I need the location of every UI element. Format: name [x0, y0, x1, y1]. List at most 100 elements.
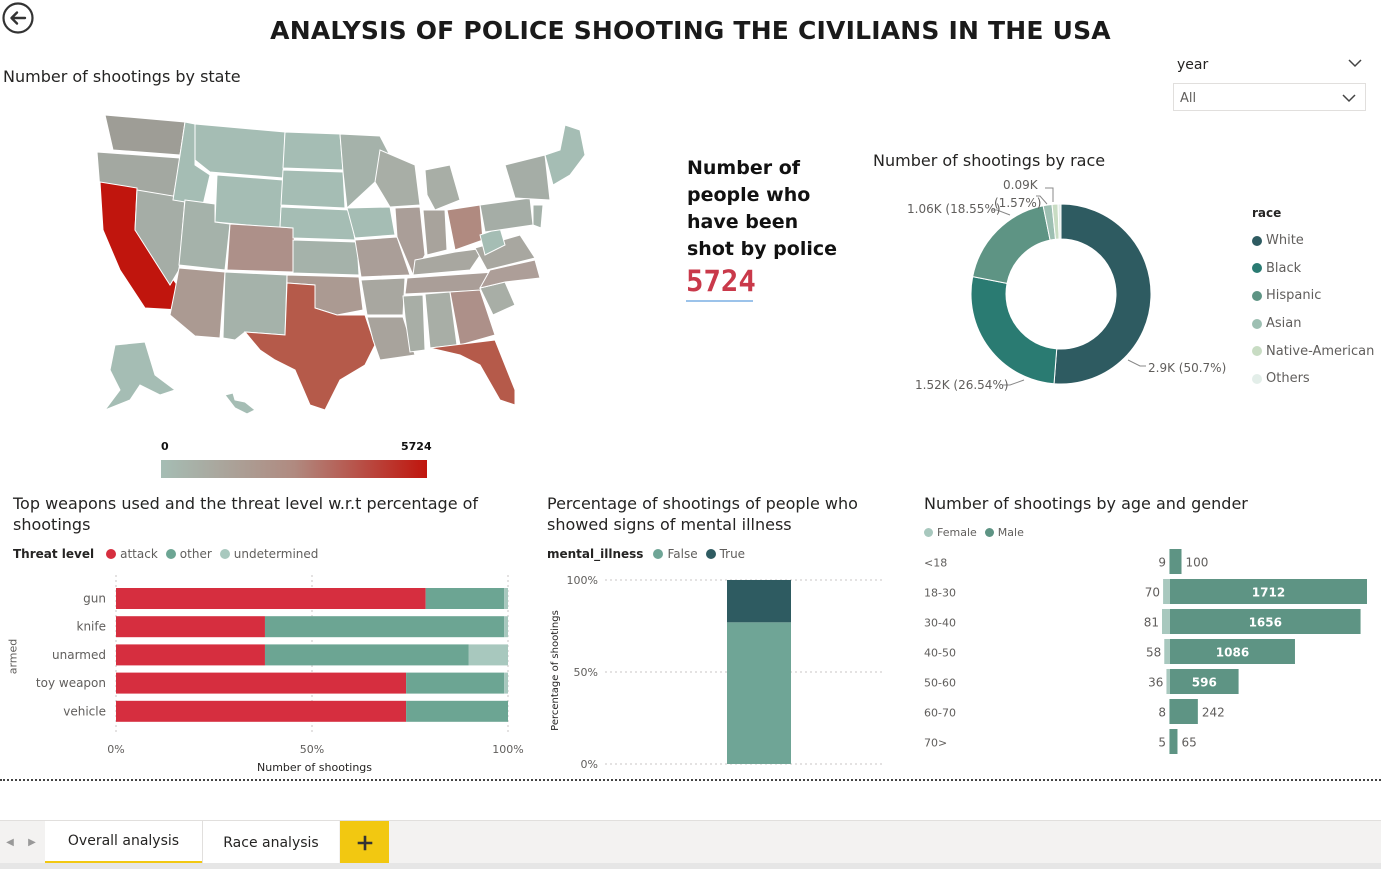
tab-race-analysis[interactable]: Race analysis	[202, 821, 339, 864]
race-legend-item[interactable]: Asian	[1252, 310, 1374, 338]
bar-undetermined-gun	[504, 588, 508, 609]
bar-attack-vehicle	[116, 700, 407, 722]
state-la	[366, 316, 416, 361]
state-nd	[282, 131, 344, 171]
x-tick-label: 0%	[107, 743, 124, 756]
state-mo	[354, 236, 411, 278]
category-label: toy weapon	[36, 676, 106, 690]
tab-scroll-left[interactable]: ◀	[6, 837, 14, 848]
race-donut-chart[interactable]	[900, 170, 1250, 400]
state-nc	[479, 259, 541, 289]
status-strip	[0, 863, 1381, 869]
female-value: 70	[1145, 586, 1160, 600]
race-legend-item[interactable]: Black	[1252, 255, 1374, 283]
bar-female-60-70	[1169, 699, 1170, 724]
state-fl	[429, 339, 516, 406]
kpi-label: Number of people who have been shot by p…	[687, 157, 838, 260]
race-legend-label: Asian	[1266, 316, 1302, 332]
state-ny	[504, 154, 551, 201]
bar-male-50-60	[1170, 669, 1239, 694]
leader-white	[1127, 359, 1146, 367]
legend-dot-true	[705, 549, 716, 559]
bar-female-50-60	[1166, 669, 1170, 694]
age-label: <18	[924, 557, 947, 570]
female-value: 8	[1158, 706, 1166, 720]
race-legend-item[interactable]: Native-American	[1252, 337, 1374, 365]
race-legend-item[interactable]: White	[1252, 227, 1374, 255]
bar-other-unarmed	[264, 644, 469, 666]
bar-attack-knife	[116, 616, 265, 638]
state-ak	[103, 341, 177, 412]
age-label: 40-50	[924, 647, 956, 660]
age-legend: Female Male	[924, 526, 1024, 539]
legend-other: other	[179, 547, 212, 561]
state-wi	[374, 149, 421, 208]
legend-dot-false	[653, 549, 664, 559]
male-value: 1712	[1252, 586, 1285, 600]
map-title: Number of shootings by state	[3, 67, 241, 86]
female-value: 36	[1148, 676, 1163, 690]
legend-dot	[1252, 290, 1262, 301]
tab-race-analysis-label: Race analysis	[223, 834, 319, 851]
weapons-legend: Threat level attack other undetermined	[13, 547, 318, 561]
column-false	[727, 622, 791, 764]
legend-false: False	[667, 547, 698, 561]
race-legend-label: Native-American	[1266, 343, 1375, 359]
weapons-bar-chart[interactable]: gun knife unarmed toy weapon vehicle 0% 50% 100…	[0, 570, 530, 780]
mental-bar-chart[interactable]: 100% 50% 0%	[540, 570, 890, 775]
age-label: 30-40	[924, 617, 956, 630]
race-label-asian-2: (1.57%)	[994, 196, 1042, 210]
tab-overall-analysis[interactable]: Overall analysis	[45, 821, 202, 864]
mental-legend-title: mental_illness	[547, 547, 644, 561]
map-scale-min: 0	[161, 440, 169, 453]
race-legend-item[interactable]: Hispanic	[1252, 282, 1374, 310]
add-page-button[interactable]	[340, 821, 389, 864]
back-button[interactable]	[2, 2, 34, 34]
bar-male-18-30	[1170, 579, 1367, 604]
female-value: 9	[1158, 556, 1166, 570]
back-arrow-icon	[2, 2, 34, 34]
x-tick-label: 50%	[300, 743, 324, 756]
y-tick-label: 100%	[567, 574, 598, 587]
legend-dot	[1252, 346, 1262, 357]
leader-hispanic	[992, 209, 1011, 216]
tab-scroll-right[interactable]: ▶	[28, 837, 36, 848]
bar-male-40-50	[1170, 639, 1295, 664]
donut-slice-hispanic	[972, 205, 1051, 284]
bar-male-30-40	[1170, 609, 1361, 634]
column-true	[727, 580, 791, 623]
race-label-hispanic: 1.06K (18.55%)	[907, 202, 1001, 216]
female-value: 58	[1146, 646, 1161, 660]
bar-undetermined-unarmed	[468, 644, 508, 666]
bar-female-30-40	[1162, 609, 1170, 634]
race-chart-title: Number of shootings by race	[873, 151, 1106, 170]
legend-dot-attack	[106, 549, 117, 559]
state-ms	[402, 294, 426, 353]
state-mi	[424, 164, 461, 211]
race-label-white: 2.9K (50.7%)	[1148, 361, 1227, 375]
race-legend-label: White	[1266, 233, 1304, 249]
donut-slice-white	[1053, 203, 1152, 385]
mental-ylabel: Percentage of shootings	[549, 610, 561, 731]
mental-legend: mental_illness False True	[547, 547, 745, 561]
legend-attack: attack	[120, 547, 158, 561]
race-legend-item[interactable]: Others	[1252, 365, 1374, 393]
state-nj	[532, 204, 544, 229]
state-ar	[360, 277, 406, 316]
bar-female-18-30	[1163, 579, 1170, 604]
legend-dot	[1252, 318, 1262, 329]
us-map[interactable]	[75, 110, 595, 420]
legend-true: True	[719, 547, 746, 561]
leader-others	[1045, 187, 1054, 202]
map-scale-max: 5724	[401, 440, 432, 453]
bar-other-toy-weapon	[406, 672, 505, 694]
state-pa	[479, 197, 534, 233]
year-dropdown[interactable]: All	[1173, 83, 1366, 111]
race-label-asian-1: 0.09K	[1003, 178, 1038, 192]
state-co	[226, 223, 296, 273]
slicer-collapse-icon[interactable]	[1348, 58, 1362, 68]
legend-dot-other	[165, 549, 176, 559]
state-wa	[104, 114, 186, 156]
legend-male: Male	[997, 526, 1024, 539]
